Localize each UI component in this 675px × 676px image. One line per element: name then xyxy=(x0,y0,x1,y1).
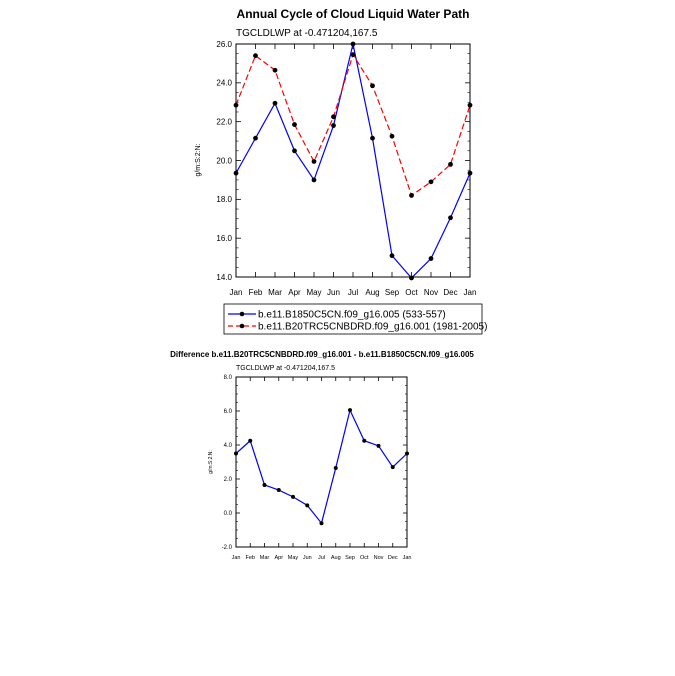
chart1-series-point-1 xyxy=(428,256,434,261)
chart2-xtick-label: Nov xyxy=(374,555,384,561)
chart2-xtick-label: Mar xyxy=(260,555,270,561)
legend-marker-series2 xyxy=(239,323,245,329)
chart2-xtick-label: Apr xyxy=(274,555,283,561)
chart1-series-point-1 xyxy=(311,177,317,183)
chart1-series-point-2 xyxy=(292,122,297,127)
chart2-ylabel: g/m:S:2:N: xyxy=(208,450,214,474)
chart2-xtick-label: Aug xyxy=(331,555,341,561)
legend-label-series1: b.e11.B1850C5CN.f09_g16.005 (533-557) xyxy=(258,310,446,321)
chart2-xtick-label: Oct xyxy=(360,555,369,561)
chart1-xtick-label: Dec xyxy=(443,288,457,297)
chart1-series-point-1 xyxy=(253,135,258,141)
chart1-series-point-1 xyxy=(350,41,356,47)
chart1-xtick-label: Sep xyxy=(385,288,400,297)
chart1-series-point-1 xyxy=(467,170,473,176)
chart2-plot-area: -2.0 0.0 2.0 4.0 6.0 8.0 Jan Feb Mar Apr May Jun Jul… xyxy=(222,375,412,561)
chart1-plot-area: 14.0 16.0 18.0 20.0 22.0 24.0 26.0 Jan Feb Mar Apr… xyxy=(216,40,476,297)
chart1-series-line-2 xyxy=(235,53,471,197)
chart2-xtick-label: May xyxy=(288,555,299,561)
chart1-xtick-label: Oct xyxy=(405,288,418,297)
chart2-series-point-1 xyxy=(248,438,253,443)
chart1-xtick-label: Nov xyxy=(424,288,438,297)
chart1-series-point-1 xyxy=(448,215,453,221)
chart2-series-point-1 xyxy=(333,465,338,470)
chart1-ytick-label: 26.0 xyxy=(216,40,232,49)
chart1-ytick-label: 24.0 xyxy=(216,79,232,88)
chart1-series-line-1 xyxy=(235,43,471,279)
chart2-series-point-1 xyxy=(276,488,281,493)
chart2-subtitle: TGCLDLWP at -0.471204,167.5 xyxy=(236,365,335,372)
chart1-ylabel: g/m:S:2:N: xyxy=(195,143,202,176)
chart1-xtick-label: Jan xyxy=(230,288,243,297)
legend-box xyxy=(223,303,483,335)
chart1-series-point-1 xyxy=(389,253,395,259)
chart2-series-point-1 xyxy=(376,443,381,448)
legend-marker-series1 xyxy=(239,311,245,317)
chart1-xtick-label: Mar xyxy=(268,288,282,297)
chart2-series-point-1 xyxy=(348,408,352,413)
chart2-ytick-label: 4.0 xyxy=(224,443,233,449)
chart2-series-line-1 xyxy=(235,408,408,525)
chart2-series-point-1 xyxy=(234,451,238,456)
chart1-xtick-label: Apr xyxy=(288,288,301,297)
chart1-ytick-label: 14.0 xyxy=(216,273,232,282)
chart2-xtick-label: Jun xyxy=(303,555,312,561)
chart2-series-point-1 xyxy=(291,494,295,499)
chart1-series-point-2 xyxy=(311,159,317,164)
chart2-xtick-label: Dec xyxy=(388,555,398,561)
chart2-title: Difference b.e11.B20TRC5CNBDRD.f09_g16.0… xyxy=(170,350,474,359)
chart2-series-point-1 xyxy=(319,521,324,526)
chart1-series-point-1 xyxy=(409,275,414,281)
chart2-series-point-1 xyxy=(362,438,367,443)
chart1-xtick-label: Jun xyxy=(327,288,340,297)
chart1-series-point-2 xyxy=(272,67,278,73)
chart1-ytick-label: 18.0 xyxy=(216,195,232,204)
chart1-series-point-2 xyxy=(350,52,356,58)
chart2-ytick-label: 8.0 xyxy=(224,375,233,381)
chart1-series-point-1 xyxy=(272,100,278,106)
chart1-subtitle: TGCLDLWP at -0.471204,167.5 xyxy=(236,28,378,39)
chart1-series-point-1 xyxy=(331,123,336,128)
chart1-series-point-2 xyxy=(331,114,336,120)
chart2-xtick-label: Sep xyxy=(345,555,355,561)
chart2-series-point-1 xyxy=(390,465,395,470)
chart2-xtick-label: Feb xyxy=(246,555,255,561)
chart1-series-point-2 xyxy=(253,53,258,59)
chart2-ytick-label: 2.0 xyxy=(224,477,233,483)
chart2-series-point-1 xyxy=(405,451,409,456)
chart2-series-point-1 xyxy=(262,482,267,487)
legend-label-series2: b.e11.B20TRC5CNBDRD.f09_g16.001 (1981-20… xyxy=(258,322,487,333)
chart1-series-point-2 xyxy=(233,102,239,108)
chart1-xtick-label: May xyxy=(306,288,321,297)
chart1-ytick-label: 22.0 xyxy=(216,117,232,126)
chart1-xtick-label: Jan xyxy=(464,288,477,297)
chart1-xtick-label: Feb xyxy=(249,288,263,297)
chart1-series-point-1 xyxy=(292,148,297,154)
chart2-series-point-1 xyxy=(305,503,310,508)
chart2-ytick-label: -2.0 xyxy=(222,545,233,551)
chart1-series-point-1 xyxy=(370,135,375,141)
chart2-xtick-label: Jan xyxy=(232,555,241,561)
chart2-xtick-label: Jul xyxy=(318,555,325,561)
chart1-ytick-label: 20.0 xyxy=(216,156,232,165)
chart1-title: Annual Cycle of Cloud Liquid Water Path xyxy=(237,7,470,21)
chart1-series-point-1 xyxy=(233,170,239,176)
chart1-series-point-2 xyxy=(467,102,473,108)
chart1-series-point-2 xyxy=(389,133,395,139)
chart1-series-point-2 xyxy=(448,161,453,167)
chart1-frame xyxy=(235,43,471,278)
chart2-xtick-label: Jan xyxy=(403,555,412,561)
chart1-xtick-label: Aug xyxy=(365,288,379,297)
chart1-series-point-2 xyxy=(428,179,434,185)
chart1-series-point-2 xyxy=(370,83,375,89)
chart1-series-point-2 xyxy=(409,193,414,198)
chart1-ytick-label: 16.0 xyxy=(216,234,232,243)
chart2-ytick-label: 0.0 xyxy=(224,511,233,517)
chart2-ytick-label: 6.0 xyxy=(224,409,233,415)
chart1-xtick-label: Jul xyxy=(348,288,358,297)
